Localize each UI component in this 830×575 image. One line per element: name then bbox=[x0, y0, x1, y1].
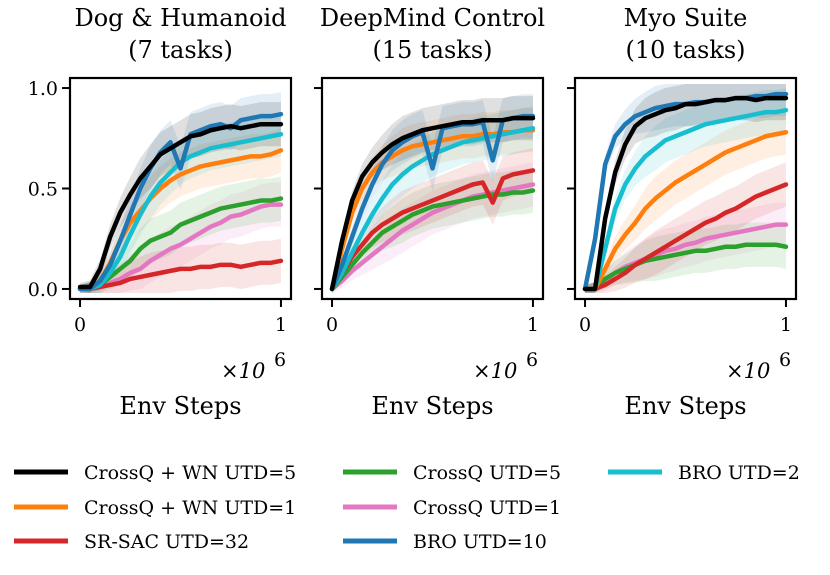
panel-1-subtitle: (7 tasks) bbox=[128, 36, 233, 64]
panel-2-x-scale: ×10 bbox=[473, 359, 517, 383]
panel-1-line-sr-sac-utd-32 bbox=[77, 258, 284, 292]
legend-label-bro-utd-10: BRO UTD=10 bbox=[413, 531, 547, 553]
panel-1-title: Dog & Humanoid bbox=[74, 4, 286, 32]
legend-label-sr-sac-utd-32: SR-SAC UTD=32 bbox=[84, 531, 249, 553]
panel-3-band-crossq-utd-5 bbox=[585, 222, 786, 293]
panel-2-band-crossq-utd-5 bbox=[332, 168, 533, 293]
panel-3-line-crossq-utd-5 bbox=[582, 242, 789, 292]
panel-2-xtick-label-1: 1 bbox=[527, 314, 539, 336]
panel-3-line-bro-utd-2 bbox=[582, 107, 789, 292]
panel-3-band-crossq-utd-1 bbox=[585, 202, 786, 293]
panel-3-xlabel: Env Steps bbox=[624, 392, 746, 420]
panel-3-xtick-label-0: 0 bbox=[579, 314, 591, 336]
panel-2: DeepMind Control (15 tasks) 0 1 ×10 6 Env Step… bbox=[314, 4, 545, 420]
panel-1: Dog & Humanoid (7 tasks) 0.0 0.5 1.0 0 1 ×10 6 En… bbox=[28, 4, 293, 420]
panel-3-title: Myo Suite bbox=[624, 4, 748, 32]
ytick-label-0: 0.0 bbox=[28, 279, 58, 301]
panel-1-band-crossq-utd-1 bbox=[80, 182, 281, 293]
panel-2-plot-area bbox=[329, 94, 536, 293]
ytick-label-2: 1.0 bbox=[28, 78, 58, 100]
panel-1-xtick-label-1: 1 bbox=[275, 314, 287, 336]
panel-2-line-sr-sac-utd-32 bbox=[329, 168, 536, 292]
panel-1-xtick-label-0: 0 bbox=[74, 314, 86, 336]
panel-3-band-crossq-wn-utd-5 bbox=[585, 84, 786, 293]
legend-label-bro-utd-2: BRO UTD=2 bbox=[678, 462, 800, 484]
panel-2-subtitle: (15 tasks) bbox=[372, 36, 492, 64]
panel-2-xtick-label-0: 0 bbox=[326, 314, 338, 336]
panel-3-plot-area bbox=[582, 84, 789, 293]
panel-1-plot-area bbox=[77, 92, 284, 293]
panel-2-band-bro-utd-10 bbox=[332, 94, 533, 293]
panel-2-band-crossq-wn-utd-5 bbox=[332, 96, 533, 293]
panel-1-x-scale-exp: 6 bbox=[274, 349, 286, 371]
panel-3-band-bro-utd-10 bbox=[585, 84, 786, 293]
panel-3-band-crossq-wn-utd-1 bbox=[585, 110, 786, 293]
legend-label-crossq-wn-utd-1: CrossQ + WN UTD=1 bbox=[84, 497, 296, 519]
panel-2-line-crossq-wn-utd-5 bbox=[329, 115, 536, 292]
panel-3-x-scale: ×10 bbox=[726, 359, 770, 383]
panel-2-title: DeepMind Control bbox=[320, 4, 545, 32]
panel-1-line-crossq-wn-utd-5 bbox=[77, 121, 284, 290]
panel-2-band-bro-utd-2 bbox=[332, 106, 533, 293]
panel-3-subtitle: (10 tasks) bbox=[625, 36, 745, 64]
legend: CrossQ + WN UTD=5 CrossQ + WN UTD=1 SR-SAC… bbox=[14, 462, 800, 553]
panel-3-line-sr-sac-utd-32 bbox=[582, 182, 789, 292]
panel-3-line-crossq-wn-utd-1 bbox=[582, 129, 789, 292]
panel-1-x-scale: ×10 bbox=[221, 359, 265, 383]
legend-label-crossq-utd-1: CrossQ UTD=1 bbox=[413, 497, 561, 519]
panel-1-line-crossq-utd-5 bbox=[77, 196, 284, 292]
panel-3-xtick-label-1: 1 bbox=[780, 314, 792, 336]
panel-2-line-bro-utd-10 bbox=[329, 113, 536, 292]
panel-2-xlabel: Env Steps bbox=[371, 392, 493, 420]
panel-1-band-crossq-wn-utd-1 bbox=[80, 128, 281, 293]
legend-label-crossq-utd-5: CrossQ UTD=5 bbox=[413, 462, 561, 484]
panel-3-line-crossq-wn-utd-5 bbox=[582, 95, 789, 292]
panel-1-line-bro-utd-10 bbox=[77, 111, 284, 292]
panel-2-x-scale-exp: 6 bbox=[526, 349, 538, 371]
panel-1-xlabel: Env Steps bbox=[119, 392, 241, 420]
panel-2-line-crossq-utd-5 bbox=[329, 188, 536, 292]
panel-3-band-bro-utd-2 bbox=[585, 88, 786, 293]
panel-1-band-bro-utd-2 bbox=[80, 112, 281, 293]
legend-label-crossq-wn-utd-5: CrossQ + WN UTD=5 bbox=[84, 462, 296, 484]
panel-1-line-crossq-utd-1 bbox=[77, 202, 284, 292]
ytick-label-1: 0.5 bbox=[28, 179, 58, 201]
panel-3: Myo Suite (10 tasks) 0 1 ×10 6 Env Steps bbox=[567, 4, 798, 420]
panel-3-band-sr-sac-utd-32 bbox=[585, 162, 786, 293]
panel-3-x-scale-exp: 6 bbox=[779, 349, 791, 371]
